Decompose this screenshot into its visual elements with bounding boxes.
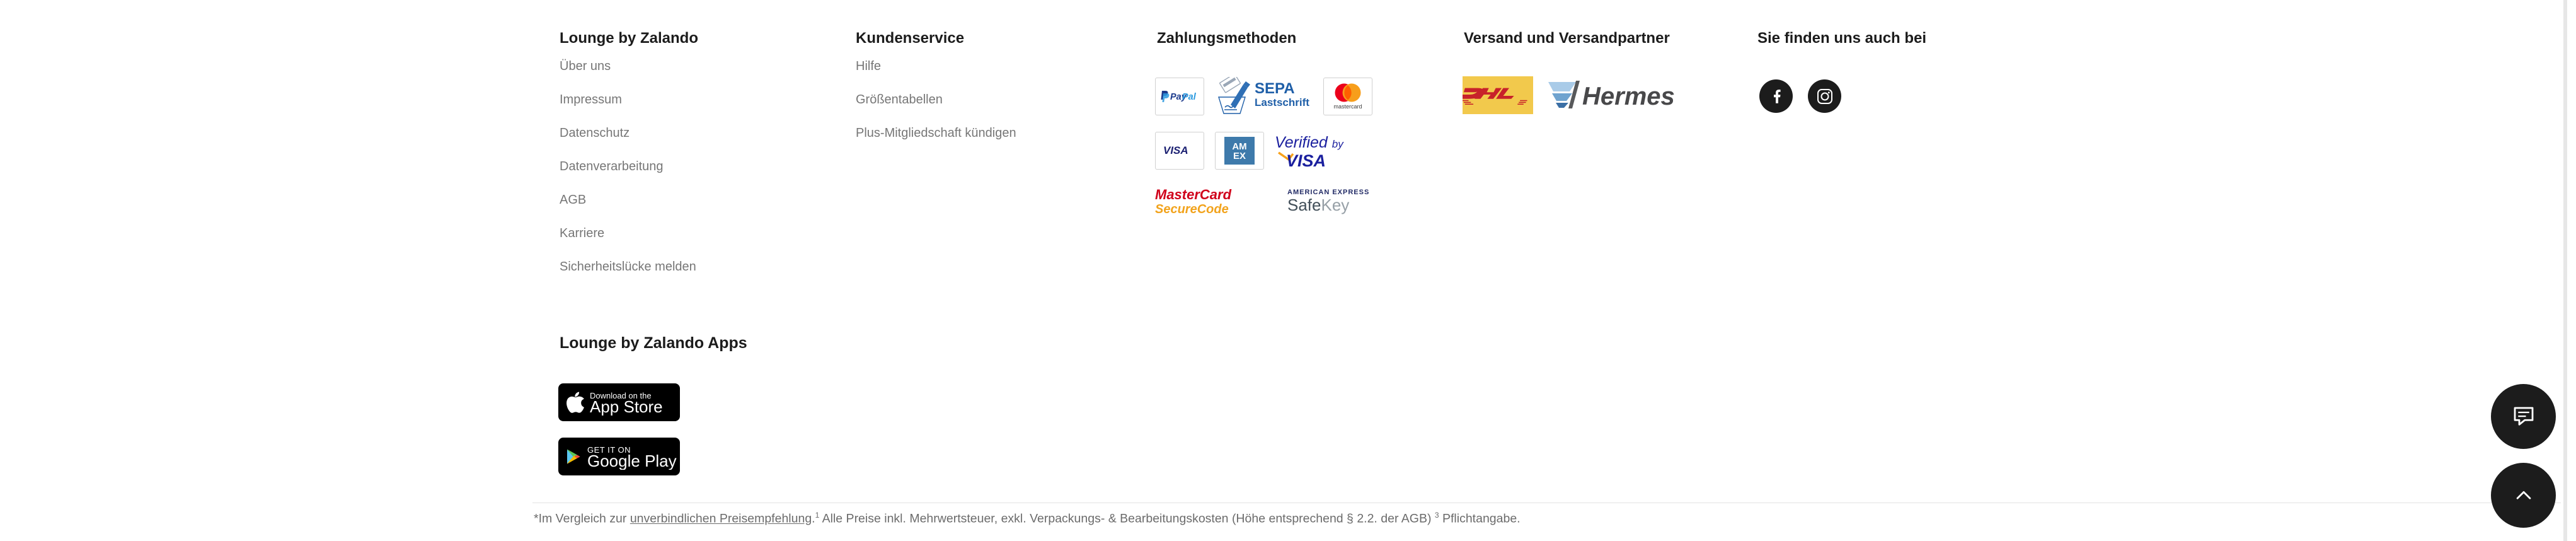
svg-text:Verified by: Verified by xyxy=(1275,134,1344,151)
svg-text:VISA: VISA xyxy=(1286,151,1326,169)
svg-text:EX: EX xyxy=(1233,151,1246,161)
svg-text:SEPA: SEPA xyxy=(1255,80,1295,97)
svg-text:Google Play: Google Play xyxy=(587,451,677,470)
svg-text:Lastschrift: Lastschrift xyxy=(1255,96,1309,108)
svg-text:Hermes: Hermes xyxy=(1582,83,1675,110)
svg-text:VISA: VISA xyxy=(1163,144,1188,156)
svg-text:mastercard: mastercard xyxy=(1333,103,1362,110)
svg-text:MasterCard: MasterCard xyxy=(1155,187,1232,202)
svg-text:App Store: App Store xyxy=(590,397,663,416)
svg-text:Pal: Pal xyxy=(1182,92,1197,102)
svg-text:SafeKey: SafeKey xyxy=(1287,195,1349,214)
svg-text:SecureCode: SecureCode xyxy=(1155,202,1229,216)
